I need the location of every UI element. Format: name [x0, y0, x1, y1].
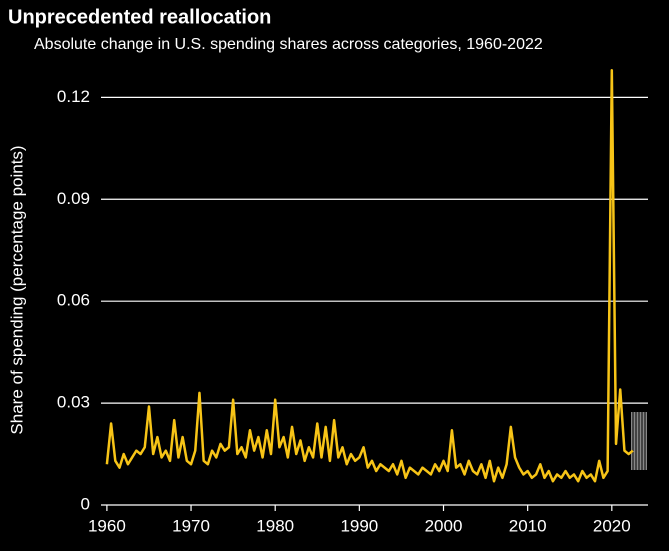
x-tick-label: 1990 [340, 516, 378, 535]
y-tick-label: 0.03 [57, 393, 90, 412]
hatched-region [631, 412, 647, 470]
y-axis-label: Share of spending (percentage points) [7, 145, 26, 434]
y-tick-label: 0.09 [57, 189, 90, 208]
data-line [105, 68, 634, 483]
x-tick-label: 1960 [88, 516, 126, 535]
chart-subtitle: Absolute change in U.S. spending shares … [34, 36, 543, 53]
y-tick-label: 0 [81, 494, 90, 513]
x-tick-label: 2000 [425, 516, 463, 535]
hatch-lines [632, 412, 646, 470]
x-tick-label: 1970 [172, 516, 210, 535]
chart-title: Unprecedented reallocation [8, 6, 271, 28]
y-tick-label: 0.12 [57, 87, 90, 106]
y-tick-label: 0.06 [57, 291, 90, 310]
x-tick-label: 2010 [509, 516, 547, 535]
x-tick-label: 1980 [256, 516, 294, 535]
x-tick-label: 2020 [593, 516, 631, 535]
